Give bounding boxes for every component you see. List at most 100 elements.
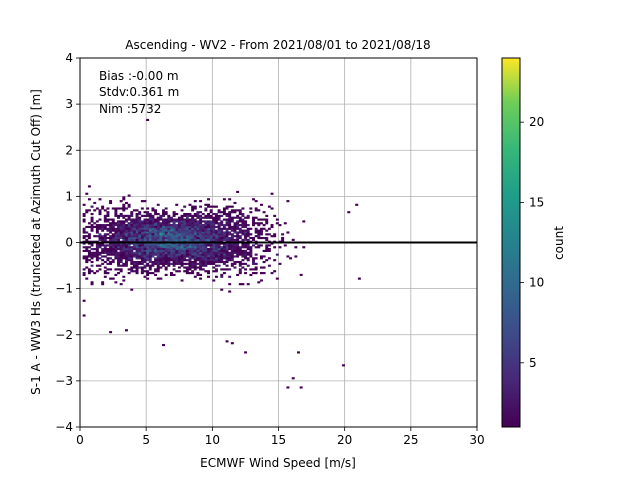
histogram-cell <box>172 268 176 271</box>
histogram-cell <box>246 251 250 254</box>
histogram-cell <box>254 216 258 219</box>
histogram-cell <box>238 211 242 214</box>
histogram-cell <box>114 248 118 251</box>
histogram-cell <box>162 248 165 251</box>
histogram-cell <box>109 229 113 232</box>
histogram-cell <box>169 216 173 219</box>
histogram-cell <box>162 218 165 221</box>
histogram-cell <box>238 218 242 221</box>
histogram-cell <box>225 244 229 247</box>
histogram-cell <box>252 224 255 227</box>
histogram-cell <box>273 235 277 238</box>
histogram-cell <box>106 262 110 265</box>
histogram-cell <box>132 222 136 225</box>
histogram-cell <box>138 220 142 223</box>
histogram-cell <box>159 277 163 280</box>
histogram-cell <box>117 272 120 275</box>
histogram-cell <box>119 236 123 240</box>
histogram-cell <box>241 244 245 247</box>
histogram-cell <box>220 233 224 236</box>
histogram-cell <box>238 209 242 212</box>
histogram-cell <box>220 229 224 232</box>
histogram-cell <box>85 235 89 238</box>
histogram-cell <box>122 257 126 260</box>
histogram-cell <box>217 253 221 256</box>
histogram-cell <box>90 244 94 247</box>
histogram-cell <box>254 262 258 265</box>
histogram-cell <box>241 266 245 269</box>
histogram-cell <box>172 257 176 260</box>
histogram-cell <box>244 251 248 254</box>
histogram-cell <box>217 229 221 232</box>
histogram-cell <box>199 227 203 230</box>
histogram-cell <box>117 255 120 258</box>
histogram-cell <box>185 212 189 216</box>
histogram-cell <box>217 238 221 241</box>
histogram-cell <box>228 290 232 293</box>
histogram-cell <box>162 253 165 256</box>
histogram-cell <box>132 220 136 223</box>
histogram-cell <box>154 246 158 249</box>
histogram-cell <box>241 246 245 249</box>
histogram-cell <box>146 222 150 225</box>
histogram-cell <box>135 255 139 258</box>
histogram-cell <box>191 218 195 221</box>
histogram-cell <box>207 220 210 223</box>
histogram-cell <box>183 249 187 253</box>
histogram-cell <box>207 236 210 240</box>
histogram-cell <box>201 246 205 249</box>
histogram-cell <box>119 235 123 238</box>
histogram-cell <box>222 251 226 254</box>
histogram-cell <box>230 264 234 267</box>
histogram-cell <box>209 246 213 249</box>
histogram-cell <box>132 264 136 267</box>
histogram-cell <box>146 235 150 238</box>
histogram-cell <box>241 220 245 223</box>
histogram-cell <box>204 224 208 227</box>
histogram-cell <box>82 268 86 271</box>
histogram-cell <box>196 246 200 249</box>
histogram-cell <box>117 214 120 217</box>
histogram-cell <box>244 246 248 249</box>
histogram-cell <box>175 251 179 254</box>
histogram-cell <box>177 257 181 260</box>
histogram-cell <box>199 224 203 227</box>
histogram-cell <box>259 236 263 240</box>
histogram-cell <box>204 255 208 258</box>
histogram-cell <box>85 260 89 264</box>
histogram-cell <box>122 251 126 254</box>
histogram-cell <box>193 246 197 249</box>
histogram-cell <box>236 249 240 253</box>
histogram-cell <box>185 251 189 254</box>
histogram-cell <box>238 224 242 227</box>
histogram-cell <box>122 209 126 212</box>
histogram-cell <box>233 260 237 264</box>
histogram-cell <box>106 259 110 262</box>
histogram-cell <box>90 255 94 258</box>
histogram-cell <box>180 264 184 267</box>
histogram-cell <box>185 224 189 227</box>
histogram-cell <box>259 255 263 258</box>
histogram-cell <box>175 231 179 234</box>
histogram-cell <box>180 229 184 232</box>
histogram-cell <box>236 227 240 230</box>
histogram-cell <box>244 244 248 247</box>
histogram-cell <box>146 251 150 254</box>
histogram-cell <box>156 257 160 260</box>
histogram-cell <box>159 251 163 254</box>
histogram-cell <box>101 227 105 230</box>
histogram-cell <box>259 203 263 206</box>
histogram-cell <box>162 225 165 229</box>
histogram-cell <box>204 249 208 253</box>
histogram-cell <box>222 231 226 234</box>
histogram-cell <box>241 222 245 225</box>
histogram-cell <box>90 225 94 229</box>
histogram-cell <box>249 246 253 249</box>
histogram-cell <box>230 257 234 260</box>
histogram-cell <box>111 233 115 236</box>
histogram-cell <box>146 236 150 240</box>
histogram-cell <box>241 283 245 286</box>
histogram-cell <box>175 255 179 258</box>
histogram-cell <box>262 236 266 240</box>
histogram-cell <box>252 198 255 201</box>
